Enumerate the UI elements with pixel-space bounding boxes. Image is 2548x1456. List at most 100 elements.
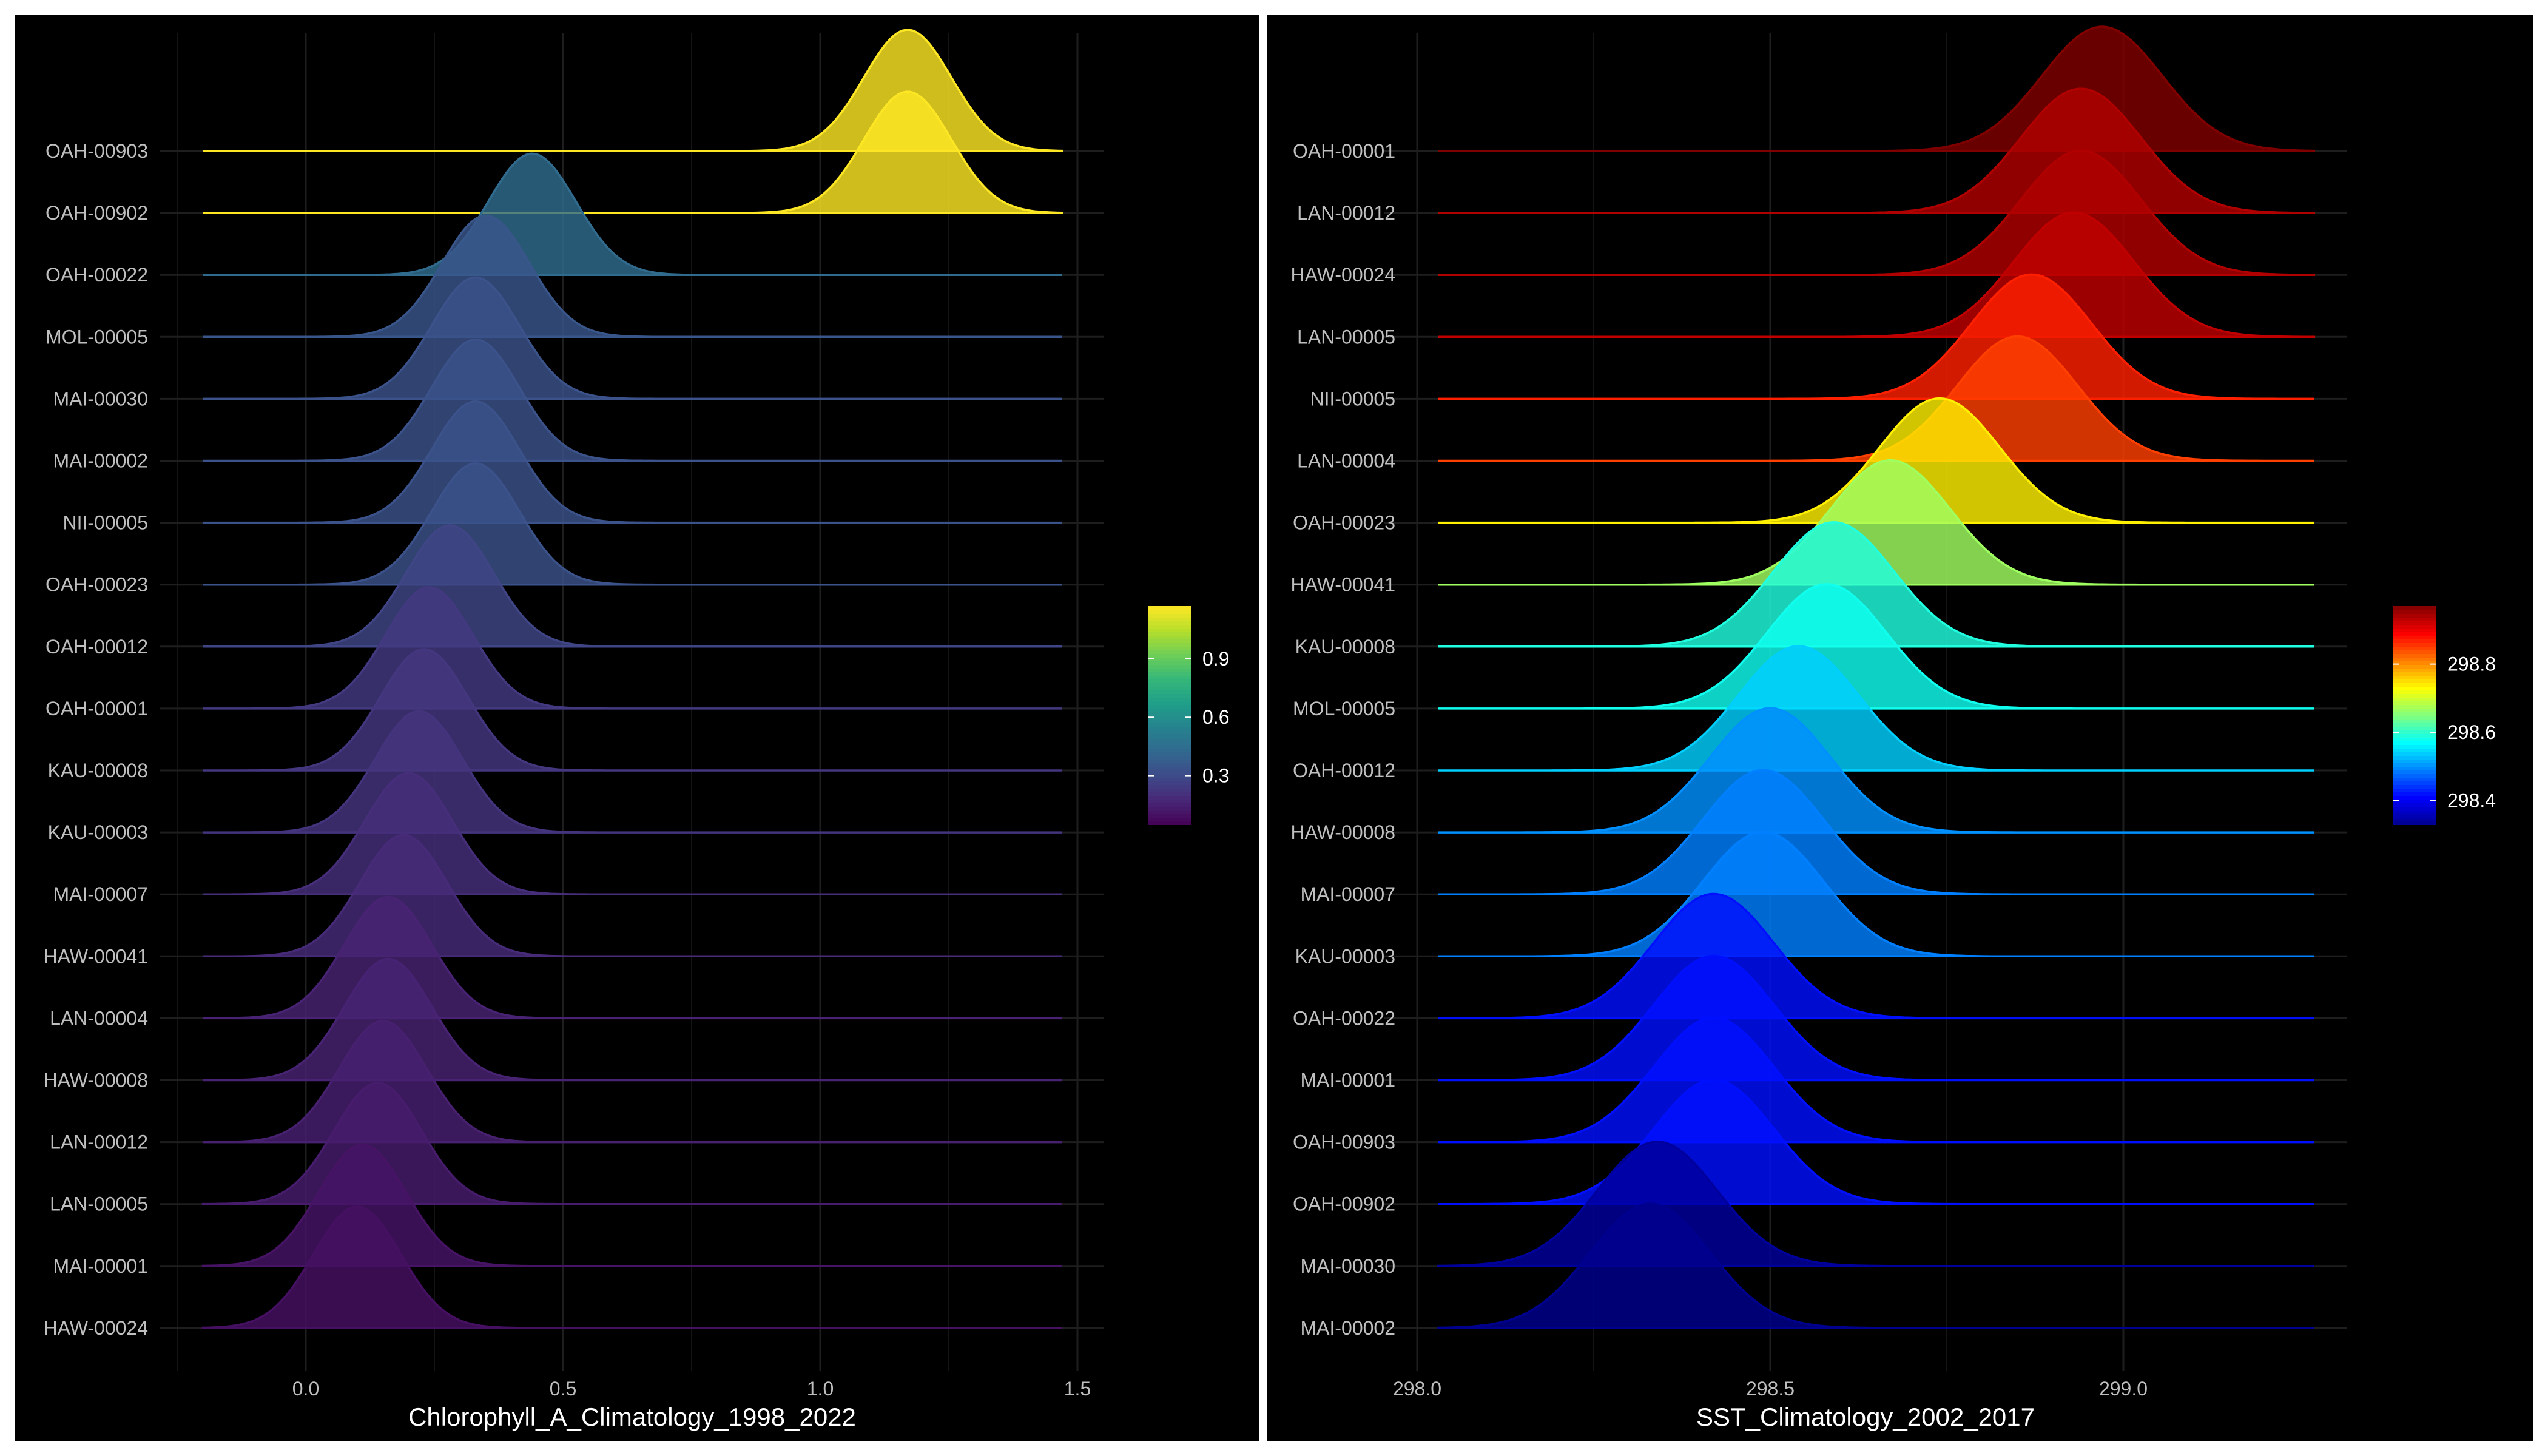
y-tick-label: LAN-00012 [50, 1131, 148, 1153]
y-tick-label: NII-00005 [1310, 388, 1395, 410]
ridge-oah-00022 [203, 152, 1062, 276]
y-tick-label: LAN-00012 [1297, 202, 1395, 224]
ridge-haw-00041 [1438, 459, 2314, 586]
y-tick-label: OAH-00001 [46, 698, 148, 720]
colorbar-segment [1148, 672, 1191, 676]
y-tick-label: OAH-00022 [1293, 1007, 1395, 1029]
colorbar-segment [1148, 770, 1191, 774]
colorbar-segment [1148, 708, 1191, 712]
colorbar-segment [1148, 632, 1191, 636]
colorbar-segment [1148, 781, 1191, 785]
colorbar-segment [1148, 606, 1191, 610]
y-tick-label: OAH-00022 [46, 264, 148, 286]
colorbar-segment [1148, 737, 1191, 741]
colorbar-segment [2393, 704, 2436, 709]
colorbar-segment [2393, 781, 2436, 785]
colorbar-segment [2393, 624, 2436, 629]
colorbar-segment [2393, 613, 2436, 618]
colorbar-segment [1148, 810, 1191, 814]
ridge-haw-00041 [203, 834, 1062, 958]
ridge-mai-00002 [203, 338, 1062, 462]
colorbar-segment [2393, 679, 2436, 683]
colorbar-segment [2393, 693, 2436, 698]
colorbar-segment [1148, 784, 1191, 789]
ridge-haw-00008 [203, 957, 1062, 1082]
colorbar-segment [2393, 733, 2436, 738]
colorbar-segment [2393, 806, 2436, 811]
colorbar-segment [2393, 766, 2436, 770]
y-tick-label: MAI-00007 [1300, 883, 1395, 905]
colorbar-segment [1148, 646, 1191, 650]
colorbar-segment [2393, 726, 2436, 730]
y-tick-label: HAW-00041 [1290, 574, 1395, 596]
colorbar-segment [1148, 766, 1191, 770]
y-tick-label: MAI-00001 [1300, 1070, 1395, 1091]
colorbar-tick-label: 298.4 [2447, 790, 2496, 812]
colorbar-segment [1148, 795, 1191, 800]
colorbar-segment [1148, 741, 1191, 745]
colorbar-segment [1148, 777, 1191, 781]
colorbar-segment [2393, 650, 2436, 654]
y-tick-label: HAW-00024 [43, 1317, 148, 1339]
colorbar-segment [1148, 682, 1191, 687]
x-tick-label: 1.0 [807, 1378, 834, 1400]
ridge-mai-00001 [1438, 954, 2314, 1082]
y-tick-label: HAW-00008 [1290, 821, 1395, 843]
colorbar-tick-label: 298.6 [2447, 721, 2496, 743]
colorbar-segment [2393, 792, 2436, 796]
colorbar-segment [1148, 733, 1191, 738]
colorbar-segment [2393, 675, 2436, 679]
y-tick-label: LAN-00004 [50, 1007, 148, 1029]
colorbar-segment [2393, 686, 2436, 690]
x-axis-title: Chlorophyll_A_Climatology_1998_2022 [408, 1403, 856, 1431]
y-tick-label: KAU-00003 [1295, 945, 1395, 967]
colorbar-segment [2393, 632, 2436, 636]
x-tick-label: 0.0 [292, 1378, 319, 1400]
x-tick-label: 298.5 [1746, 1378, 1795, 1400]
colorbar-segment [2393, 723, 2436, 727]
colorbar-segment [2393, 752, 2436, 756]
colorbar-legend: 0.3 0.6 0.9 [1148, 606, 1229, 825]
chlorophyll-ridgeline-panel: OAH-00903 OAH-00902 OAH-00022 MOL-00005 MAI-… [15, 15, 1259, 1441]
colorbar-segment [2393, 635, 2436, 639]
colorbar-segment [2393, 661, 2436, 665]
ridge-oah-00023 [1438, 397, 2314, 524]
y-tick-label: MOL-00005 [46, 326, 148, 348]
y-tick-label: LAN-00005 [1297, 326, 1395, 348]
colorbar-segment [2393, 639, 2436, 643]
y-tick-label: LAN-00004 [1297, 450, 1395, 472]
ridge-mai-00007 [203, 772, 1062, 895]
colorbar-segment [1148, 814, 1191, 818]
colorbar-segment [2393, 788, 2436, 792]
y-tick-label: MAI-00002 [53, 450, 148, 472]
colorbar-segment [2393, 759, 2436, 763]
ridge-oah-00001 [1438, 25, 2316, 152]
ridge-mai-00007 [1438, 769, 2314, 895]
y-tick-label: MAI-00007 [53, 883, 148, 905]
x-axis-title: SST_Climatology_2002_2017 [1696, 1403, 2035, 1431]
colorbar-segment [2393, 777, 2436, 781]
y-tick-label: OAH-00903 [46, 140, 148, 162]
y-tick-label: OAH-00902 [1293, 1193, 1395, 1215]
y-tick-label: OAH-00903 [1293, 1131, 1395, 1153]
colorbar-segment [2393, 621, 2436, 625]
colorbar-segment [1148, 715, 1191, 720]
colorbar-segment [1148, 668, 1191, 672]
y-tick-label: OAH-00012 [1293, 760, 1395, 781]
ridge-mai-00001 [201, 1144, 1062, 1267]
colorbar-segment [1148, 697, 1191, 701]
colorbar-segment [2393, 741, 2436, 745]
colorbar-segment [2393, 715, 2436, 720]
ridge-oah-00012 [1438, 645, 2314, 772]
colorbar-segment [1148, 621, 1191, 625]
colorbar-segment [2393, 668, 2436, 672]
colorbar-segment [1148, 752, 1191, 756]
colorbar-segment [1148, 803, 1191, 807]
colorbar-segment [2393, 770, 2436, 774]
colorbar-segment [1148, 704, 1191, 709]
x-tick-label: 1.5 [1064, 1378, 1091, 1400]
colorbar-segment [1148, 679, 1191, 683]
colorbar-segment [1148, 788, 1191, 792]
ridge-oah-00903 [1438, 1016, 2314, 1144]
ridge-mai-00002 [1437, 1202, 2314, 1329]
